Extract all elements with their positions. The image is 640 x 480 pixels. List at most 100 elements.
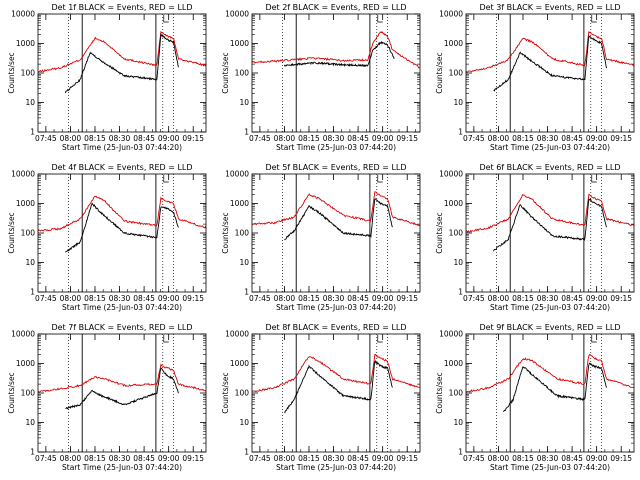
- x-tick-label: 08:15: [298, 294, 320, 303]
- plot-frame: [37, 173, 207, 293]
- x-tick-label: 08:30: [109, 134, 131, 143]
- x-axis-label: Start Time (25-Jun-03 07:44:20): [276, 143, 396, 152]
- x-tick-label: 09:15: [396, 454, 418, 463]
- x-axis-label: Start Time (25-Jun-03 07:44:20): [276, 303, 396, 312]
- x-tick-label: 08:15: [84, 294, 106, 303]
- x-tick-label: 08:45: [347, 134, 369, 143]
- x-tick-label: 09:15: [182, 454, 204, 463]
- y-tick-label: 100: [449, 389, 464, 398]
- y-tick-label: 10000: [225, 10, 249, 19]
- x-tick-label: 08:15: [298, 134, 320, 143]
- y-axis-label: Counts/sec: [221, 52, 230, 93]
- x-tick-label: 09:15: [396, 294, 418, 303]
- events-series-line: [502, 362, 607, 413]
- detector-panel-4: 1 10 100 1000 10000 07:45 08:00 08:15 08:30 08:45…: [7, 163, 207, 312]
- x-tick-label: 09:00: [586, 294, 608, 303]
- lld-series-line: [37, 30, 207, 73]
- events-series-line: [65, 32, 179, 94]
- y-tick-label: 10: [239, 258, 249, 267]
- panel-title: Det 5f BLACK = Events, RED = LLD: [265, 163, 406, 172]
- y-tick-label: 1000: [444, 39, 463, 48]
- x-tick-label: 08:15: [84, 454, 106, 463]
- y-tick-label: 100: [235, 229, 250, 238]
- x-tick-label: 08:30: [323, 454, 345, 463]
- marker-bracket: [163, 15, 169, 23]
- y-tick-label: 1000: [16, 39, 35, 48]
- y-tick-label: 100: [449, 229, 464, 238]
- y-tick-label: 10: [453, 98, 463, 107]
- y-tick-label: 10000: [225, 330, 249, 339]
- y-tick-label: 1: [244, 128, 249, 137]
- x-tick-label: 08:00: [488, 134, 510, 143]
- detector-panel-9: 1 10 100 1000 10000 07:45 08:00 08:15 08:30 08:45…: [435, 323, 635, 472]
- x-tick-label: 09:00: [372, 454, 394, 463]
- x-tick-label: 07:45: [463, 294, 485, 303]
- y-tick-label: 100: [21, 69, 36, 78]
- x-tick-label: 08:30: [323, 294, 345, 303]
- plot-frame: [37, 13, 207, 133]
- detector-panel-7: 1 10 100 1000 10000 07:45 08:00 08:15 08:30 08:45…: [7, 323, 207, 472]
- y-tick-label: 1: [458, 288, 463, 297]
- y-tick-label: 10: [453, 418, 463, 427]
- lld-series-line: [251, 191, 421, 227]
- x-tick-label: 09:00: [372, 134, 394, 143]
- x-tick-label: 08:45: [561, 134, 583, 143]
- lld-series-line: [465, 30, 635, 73]
- y-axis-label: Counts/sec: [7, 52, 16, 93]
- x-axis-label: Start Time (25-Jun-03 07:44:20): [62, 463, 182, 472]
- lld-series-line: [37, 195, 207, 232]
- plot-frame: [465, 13, 635, 133]
- x-tick-label: 08:15: [512, 294, 534, 303]
- x-tick-label: 09:00: [158, 134, 180, 143]
- lld-series-line: [465, 353, 635, 393]
- y-tick-label: 100: [21, 229, 36, 238]
- y-tick-label: 10000: [439, 10, 463, 19]
- x-tick-label: 08:00: [488, 294, 510, 303]
- x-tick-label: 07:45: [249, 134, 271, 143]
- x-tick-label: 08:00: [274, 134, 296, 143]
- y-tick-label: 1000: [230, 359, 249, 368]
- y-axis-label: Counts/sec: [435, 372, 444, 413]
- marker-bracket: [163, 335, 169, 343]
- y-tick-label: 10: [239, 418, 249, 427]
- x-tick-label: 08:00: [274, 294, 296, 303]
- y-tick-label: 10: [453, 258, 463, 267]
- x-tick-label: 08:45: [561, 454, 583, 463]
- x-axis-label: Start Time (25-Jun-03 07:44:20): [62, 143, 182, 152]
- marker-bracket: [163, 175, 169, 183]
- x-tick-label: 08:15: [512, 454, 534, 463]
- x-tick-label: 08:00: [274, 454, 296, 463]
- y-axis-label: Counts/sec: [7, 372, 16, 413]
- x-tick-label: 09:15: [182, 294, 204, 303]
- marker-bracket: [377, 15, 383, 23]
- y-tick-label: 1: [30, 448, 35, 457]
- y-tick-label: 100: [449, 69, 464, 78]
- x-tick-label: 09:00: [158, 454, 180, 463]
- events-series-line: [493, 197, 607, 252]
- x-tick-label: 08:30: [537, 134, 559, 143]
- marker-bracket: [377, 335, 383, 343]
- x-tick-label: 07:45: [463, 134, 485, 143]
- x-axis-label: Start Time (25-Jun-03 07:44:20): [490, 303, 610, 312]
- x-tick-label: 07:45: [249, 294, 271, 303]
- panel-title: Det 6f BLACK = Events, RED = LLD: [479, 163, 620, 172]
- panel-title: Det 1f BLACK = Events, RED = LLD: [51, 3, 192, 12]
- events-series-line: [65, 367, 179, 410]
- x-tick-label: 08:00: [488, 454, 510, 463]
- detector-panel-3: 1 10 100 1000 10000 07:45 08:00 08:15 08:30 08:45…: [435, 3, 635, 152]
- panel-title: Det 9f BLACK = Events, RED = LLD: [479, 323, 620, 332]
- y-axis-label: Counts/sec: [435, 52, 444, 93]
- y-tick-label: 10: [25, 418, 35, 427]
- panel-title: Det 3f BLACK = Events, RED = LLD: [479, 3, 620, 12]
- x-tick-label: 08:15: [84, 134, 106, 143]
- x-tick-label: 09:15: [610, 454, 632, 463]
- x-tick-label: 07:45: [249, 454, 271, 463]
- x-tick-label: 08:30: [323, 134, 345, 143]
- y-tick-label: 10: [25, 98, 35, 107]
- events-series-line: [284, 198, 393, 241]
- detector-panel-5: 1 10 100 1000 10000 07:45 08:00 08:15 08:30 08:45…: [221, 163, 421, 312]
- y-tick-label: 10000: [11, 330, 35, 339]
- detector-panel-6: 1 10 100 1000 10000 07:45 08:00 08:15 08:30 08:45…: [435, 163, 635, 312]
- y-tick-label: 100: [21, 389, 36, 398]
